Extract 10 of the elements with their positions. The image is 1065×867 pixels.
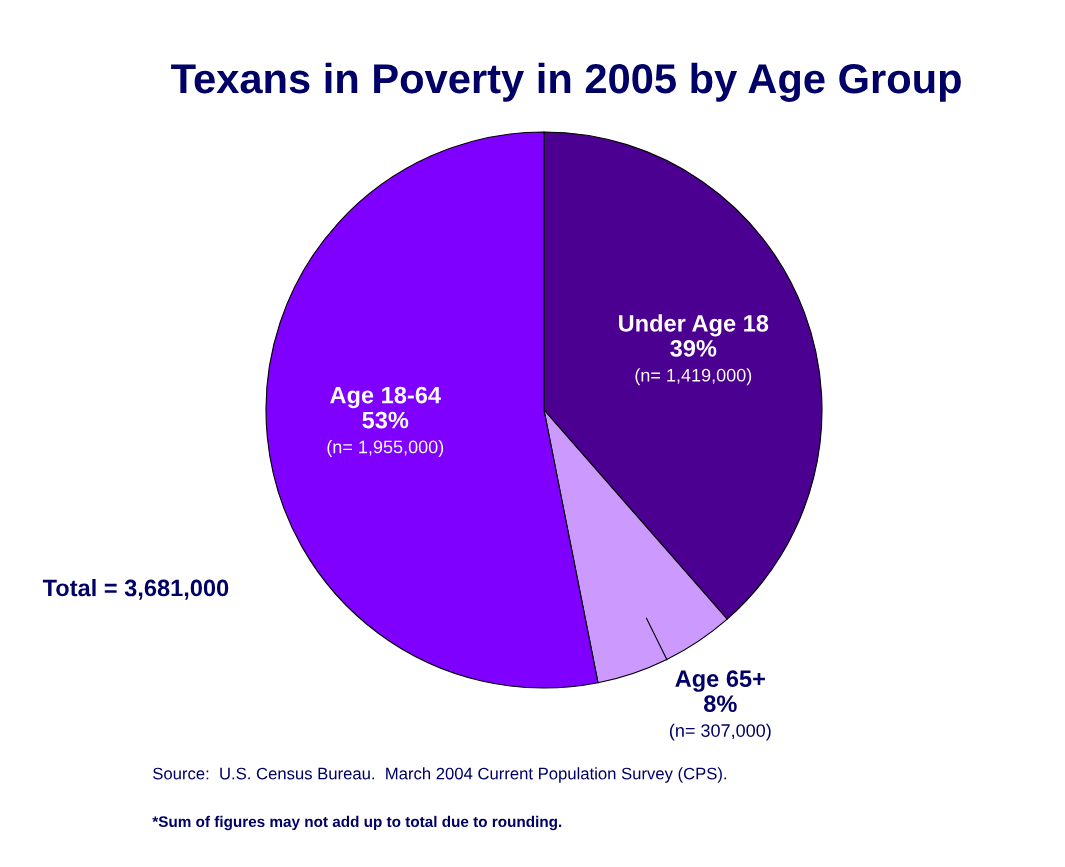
data-label: 53% (n= 1,955,000)	[327, 411, 444, 457]
slice-label: Age 65+	[675, 670, 765, 692]
data-label: 8% (n= 307,000)	[669, 695, 771, 741]
chart-title: Texans in Poverty in 2005 by Age Group	[171, 62, 961, 102]
slice-label: Age 18-64	[330, 386, 441, 409]
slice-label: Under Age 18	[619, 314, 769, 337]
data-label: 39% (n= 1,419,000)	[635, 339, 752, 386]
text: *Sum of figures may not add up to total due to rounding.	[152, 815, 562, 831]
text: Total = 3,681,000	[42, 578, 229, 600]
source-note: Source: U.S. Census Bureau. March 2004 Current Population Survey (CPS).	[153, 767, 727, 783]
